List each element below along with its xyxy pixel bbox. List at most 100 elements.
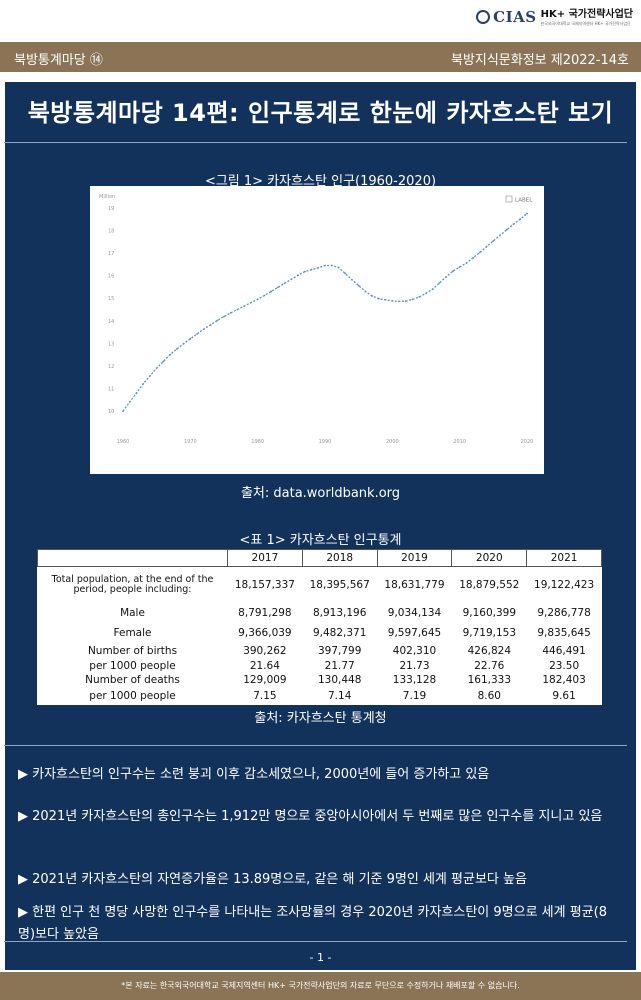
logo-text: HK+ 국가전략사업단 한국외국어대학교 국제지역센터 HK+ 국가전략사업단 [541,9,633,26]
row-label: Number of deaths [85,673,180,686]
table-cell: 21.77 [324,659,355,672]
population-series-line [122,213,528,412]
population-data-point [202,328,205,331]
population-data-point [371,295,374,297]
table-cell: 21.64 [249,659,280,672]
title-divider [4,142,627,143]
y-tick-label: 15 [108,296,114,302]
legend-label: LABEL [515,198,533,204]
population-data-point [330,264,333,267]
y-tick-label: 12 [108,364,114,370]
population-data-point [155,367,158,370]
population-data-point [270,290,273,293]
table-row: Female 9,366,039 9,482,371 9,597,645 9,7… [38,623,602,643]
population-data-point [236,308,239,311]
population-data-point [303,270,306,273]
bullet-item: ▶ 2021년 카자흐스탄의 총인구수는 1,912만 명으로 중앙아시아에서 … [18,809,603,824]
population-data-point [377,297,380,300]
table-cell: 9,366,039 [238,626,292,639]
page-number: - 1 - [309,951,332,964]
logo-sub-text: 한국외국어대학교 국제지역센터 HK+ 국가전략사업단 [540,20,631,26]
population-data-point [223,315,225,318]
table-header-year: 2019 [376,549,453,567]
y-tick-label: 18 [108,229,114,235]
population-table: 2017 2018 2019 2020 2021 Total populatio… [37,549,602,705]
logo-symbol-icon [476,10,491,24]
population-data-point [122,410,124,413]
row-label: Female [113,626,152,639]
table-cell: 8.60 [477,689,501,702]
table-source: 출처: 카자흐스탄 통계청 [254,711,387,726]
x-tick-label: 1990 [319,439,332,445]
table-cell: 9,034,134 [387,606,442,619]
table-row: Total population, at the end of the peri… [38,567,602,603]
y-tick-label: 14 [108,319,114,325]
population-data-point [324,264,326,267]
population-data-point [458,266,461,268]
cias-logo: CIAS HK+ 국가전략사업단 한국외국어대학교 국제지역센터 HK+ 국가전… [476,8,633,26]
table-caption: <표 1> 카자흐스탄 인구통계 [239,533,402,548]
bullet-item: ▶ 한편 인구 천 명당 사망한 인구수를 나타내는 조사망률의 경우 2020… [18,905,607,942]
bullet-item: ▶ 2021년 카자흐스탄의 자연증가율은 13.89명으로, 같은 해 기준 … [18,872,527,887]
population-data-point [472,256,475,259]
population-data-point [149,375,151,377]
page-title: 북방통계마당 14편: 인구통계로 한눈에 카자흐스탄 보기 [27,99,614,127]
legend-checkbox [505,195,513,203]
table-cell: 9,286,778 [537,606,591,619]
population-data-point [391,300,394,302]
table-row: Number of deaths 129,009 130,448 133,128… [38,673,602,687]
table-cell: 7.19 [402,689,427,702]
table-cell: 7.14 [328,689,352,702]
row-label: per 1000 people [89,659,176,672]
population-data-point [297,274,299,277]
table-cell: 8,913,196 [312,606,367,619]
population-data-point [250,301,252,304]
population-data-point [216,319,219,322]
population-data-point [196,332,198,335]
table-cell: 9,160,399 [462,606,517,619]
table-cell: 161,333 [467,673,511,686]
x-tick-label: 1980 [251,439,264,445]
population-data-point [404,300,407,303]
y-axis-label: Million [99,194,115,200]
population-data-point [418,295,421,298]
table-cell: 9.61 [552,689,576,702]
population-data-point [310,268,313,271]
population-data-point [182,342,185,345]
header-ribbon: 북방통계마당 ⑭ 북방지식문화정보 제2022-14호 [0,42,641,72]
population-data-point [478,251,481,254]
population-data-point [364,290,367,293]
bottom-divider [4,941,627,942]
table-cell: 18,157,337 [234,578,295,591]
population-data-point [526,212,528,215]
x-tick-label: 1960 [117,439,130,445]
population-data-point [135,392,138,394]
figure-source: 출처: data.worldbank.org [240,486,401,501]
table-cell: 133,128 [392,673,437,686]
table-cell: 130,448 [317,673,362,686]
population-data-point [283,282,286,285]
row-label: per 1000 people [89,689,176,702]
table-header-row: 2017 2018 2019 2020 2021 [37,549,602,567]
population-data-point [317,266,320,269]
population-data-point [128,401,131,403]
x-tick-label: 1970 [184,439,197,445]
series-name: 북방통계마당 ⑭ [14,53,103,68]
table-cell: 9,482,371 [312,626,367,639]
table-header-year: 2021 [526,549,602,567]
table-cell: 18,631,779 [384,578,445,591]
bullet-item: ▶ 카자흐스탄의 인구수는 소련 붕괴 이후 감소세였으나, 2000년에 들어… [18,767,490,782]
population-chart: Million 10 11 12 13 14 15 16 17 18 19 1960 1970 1980 1… [90,186,544,474]
population-data-point [243,305,246,308]
population-data-point [492,240,495,242]
population-data-point [465,262,468,264]
y-tick-label: 10 [108,409,114,415]
population-chart-svg: Million 10 11 12 13 14 15 16 17 18 19 1960 1970 1980 1… [99,194,533,445]
table-cell: 129,009 [243,673,287,686]
table-cell: 9,719,153 [462,626,517,639]
table-header-empty [37,549,228,567]
table-cell: 402,310 [392,644,437,657]
footer-notice: *본 자료는 한국외국어대학교 국제지역센터 HK+ 국가전략사업단의 자료로 … [0,972,641,1000]
population-data-point [357,284,360,287]
table-cell: 21.73 [399,659,430,672]
